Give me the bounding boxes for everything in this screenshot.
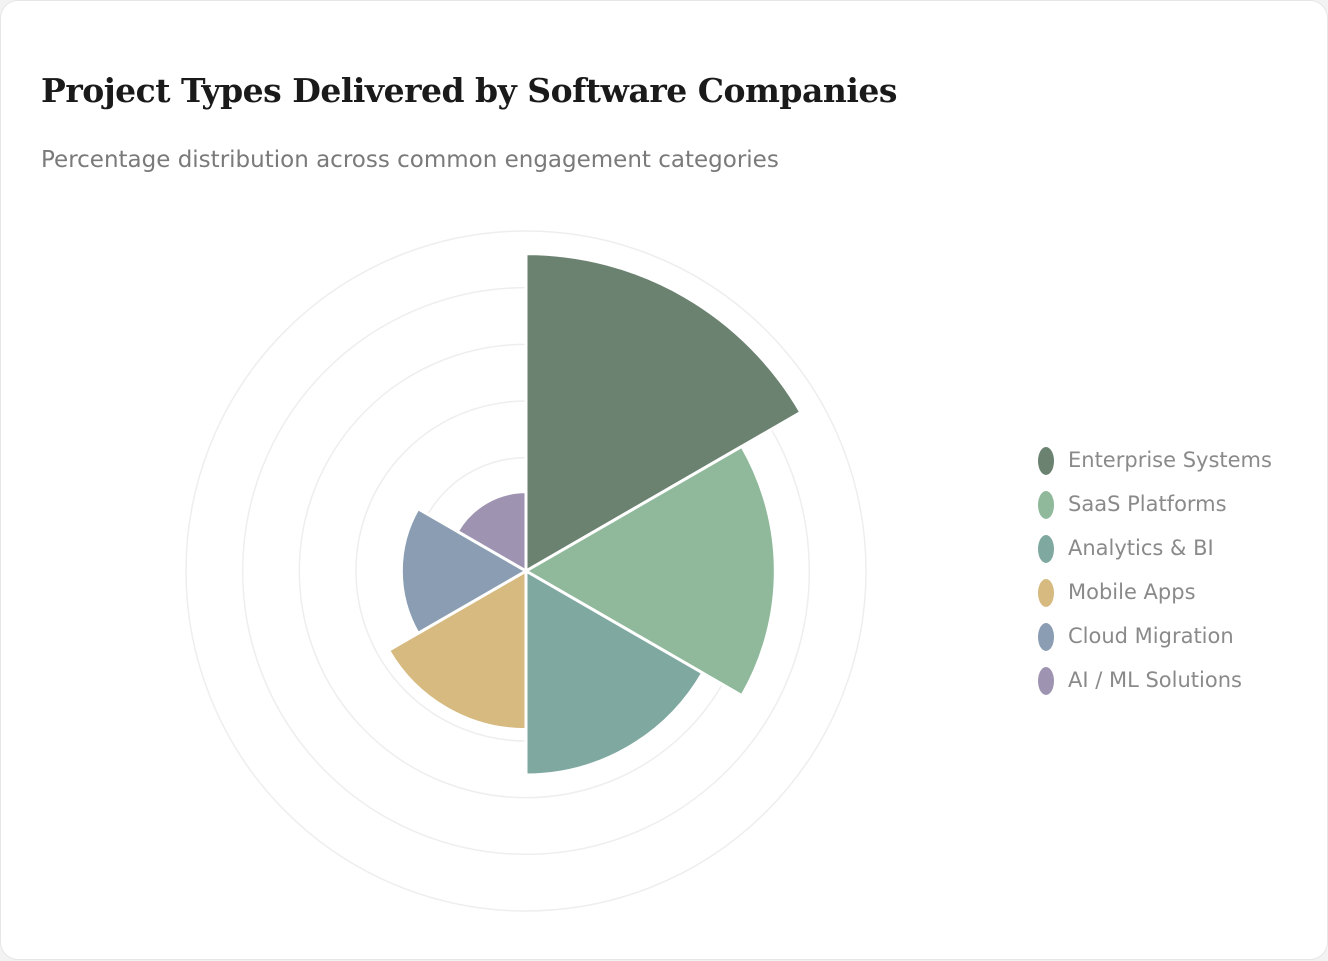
sector (455, 490, 528, 573)
legend-label: Cloud Migration (1068, 624, 1234, 648)
legend-label: AI / ML Solutions (1068, 668, 1242, 692)
legend-swatch (1038, 535, 1054, 563)
chart-title: Project Types Delivered by Software Comp… (41, 71, 897, 110)
legend-swatch (1038, 623, 1054, 651)
grid-ring (185, 230, 867, 912)
sector (387, 569, 528, 732)
legend-swatch (1038, 447, 1054, 475)
chart-subtitle: Percentage distribution across common en… (41, 147, 779, 173)
sector (524, 444, 777, 698)
legend-label: SaaS Platforms (1068, 492, 1227, 516)
legend-label: Mobile Apps (1068, 580, 1196, 604)
legend-label: Analytics & BI (1068, 536, 1214, 560)
legend-swatch (1038, 579, 1054, 607)
legend-swatch (1038, 491, 1054, 519)
legend-label: Enterprise Systems (1068, 448, 1272, 472)
sector (524, 252, 803, 573)
legend-swatch (1038, 667, 1054, 695)
sector (399, 507, 528, 635)
sector (524, 569, 705, 777)
